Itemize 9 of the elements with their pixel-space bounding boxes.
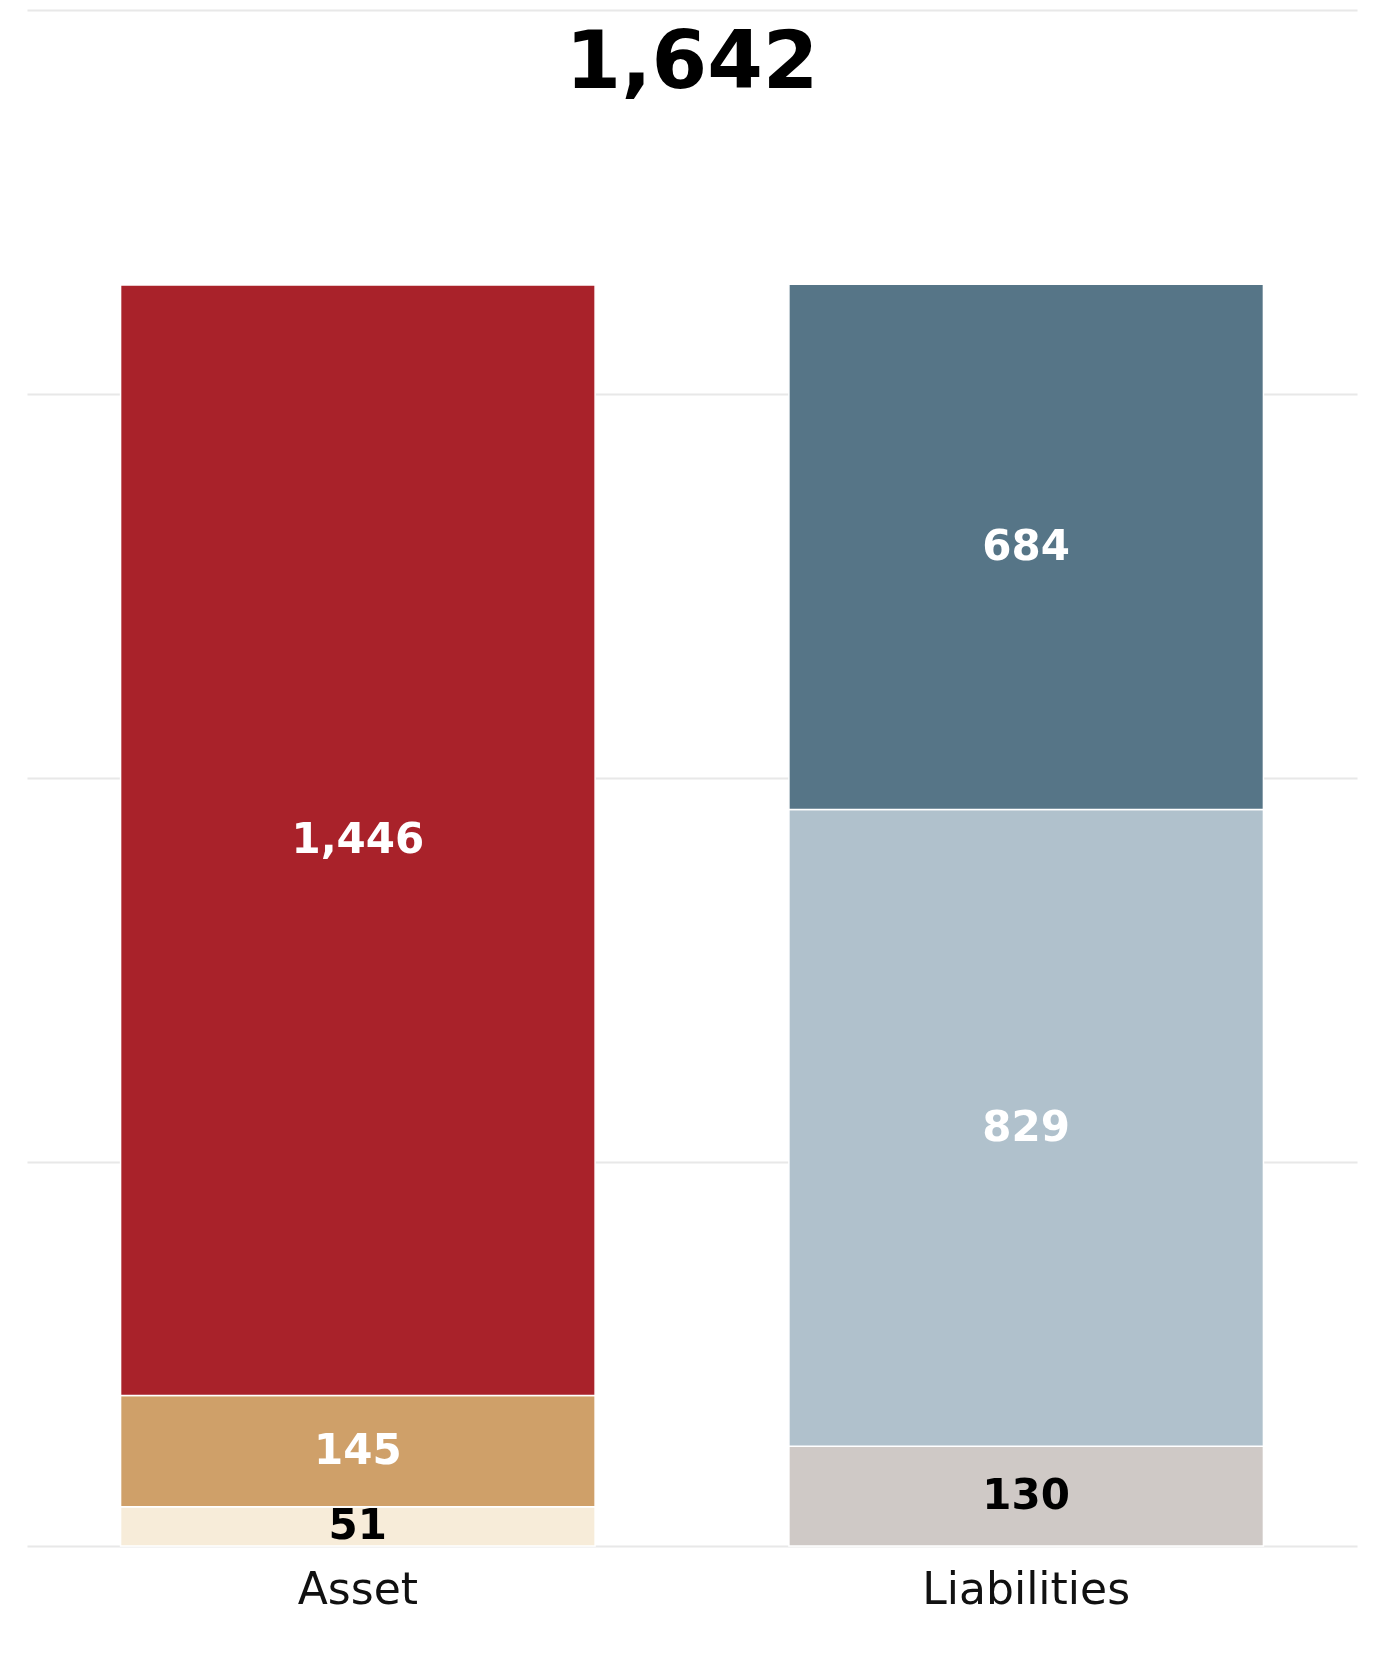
x-tick-label: Liabilities	[922, 1562, 1131, 1614]
data-label: 684	[982, 520, 1071, 570]
data-label: 51	[328, 1500, 388, 1550]
data-label: 130	[982, 1470, 1071, 1520]
data-label: 1,446	[291, 814, 425, 864]
chart-title: 1,642	[565, 14, 819, 107]
x-tick-label: Asset	[297, 1562, 418, 1614]
data-label: 829	[982, 1101, 1071, 1151]
data-label: 145	[313, 1425, 402, 1475]
